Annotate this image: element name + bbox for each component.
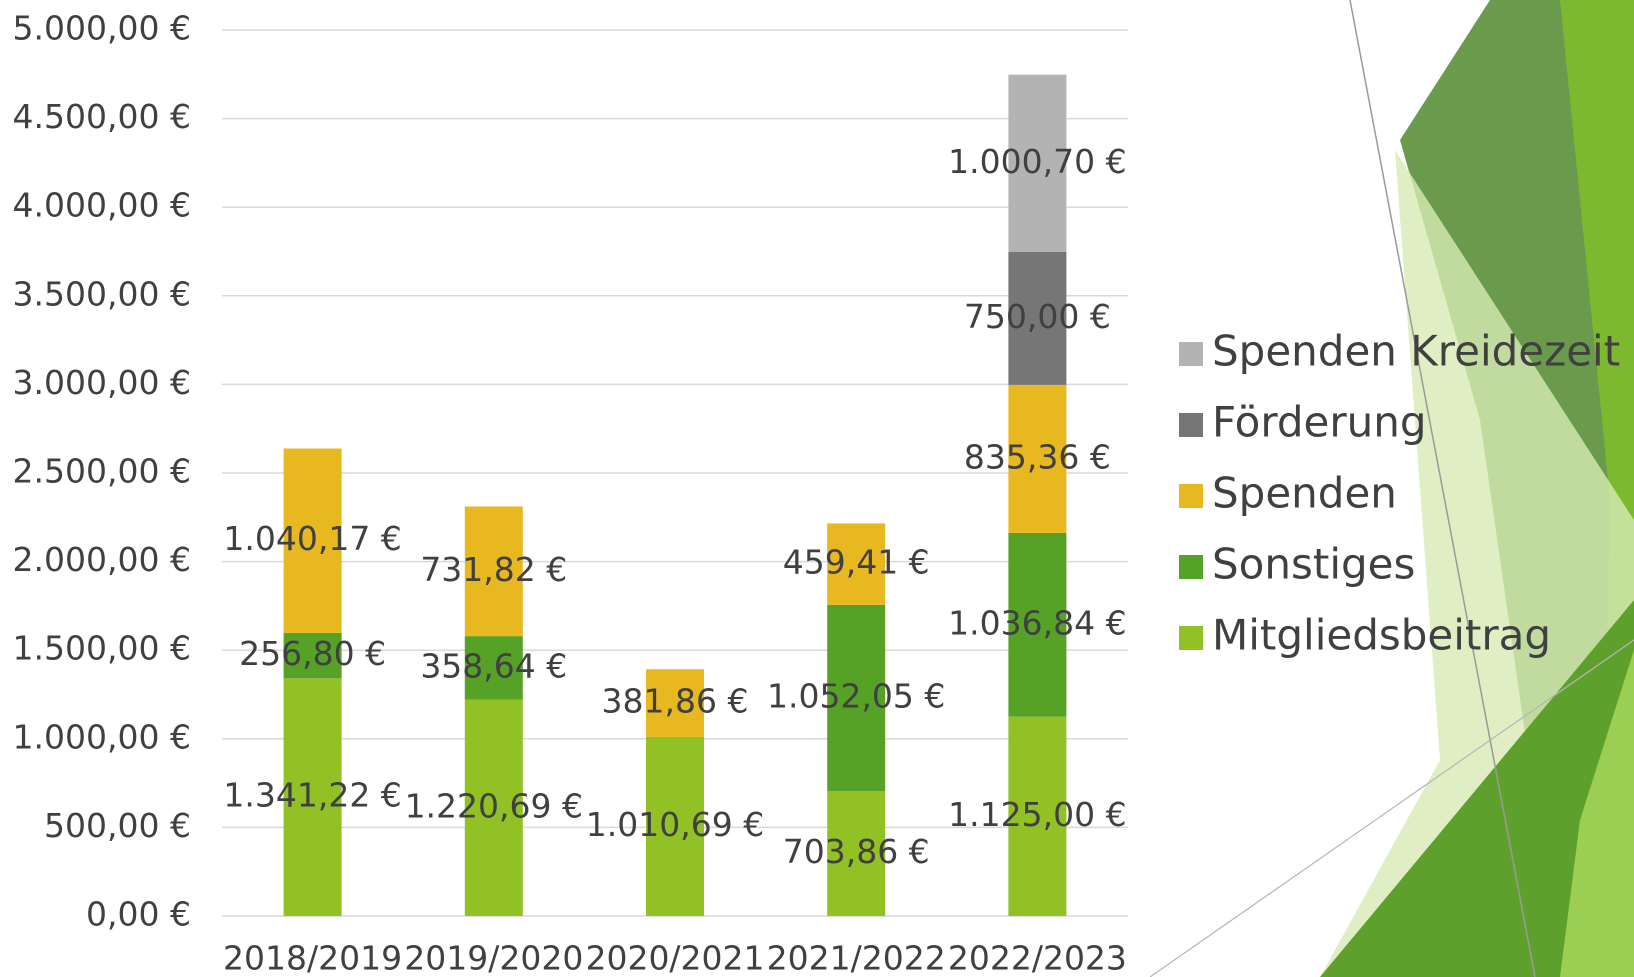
data-label: 459,41 €: [783, 543, 930, 582]
x-tick-label: 2018/2019: [223, 939, 402, 977]
y-tick-label: 0,00 €: [86, 895, 191, 934]
data-label: 358,64 €: [420, 646, 567, 685]
data-label: 703,86 €: [783, 832, 930, 871]
y-tick-label: 1.500,00 €: [13, 629, 191, 668]
data-label: 750,00 €: [964, 297, 1111, 336]
legend-swatch: [1179, 626, 1203, 650]
data-label: 1.341,22 €: [223, 776, 401, 815]
y-tick-label: 4.500,00 €: [13, 97, 191, 136]
legend-label: Spenden: [1212, 469, 1397, 518]
legend-swatch: [1179, 342, 1203, 366]
x-tick-label: 2022/2023: [948, 939, 1127, 977]
data-label: 1.220,69 €: [405, 786, 583, 825]
y-tick-label: 1.000,00 €: [13, 717, 191, 756]
legend-label: Spenden Kreidezeit: [1212, 327, 1620, 376]
y-tick-label: 3.500,00 €: [13, 274, 191, 313]
legend-label: Förderung: [1212, 398, 1427, 447]
y-tick-label: 2.000,00 €: [13, 540, 191, 579]
data-label: 1.036,84 €: [948, 603, 1126, 642]
legend-swatch: [1179, 484, 1203, 508]
y-tick-label: 500,00 €: [44, 806, 191, 845]
y-tick-label: 3.000,00 €: [13, 363, 191, 402]
data-label: 1.052,05 €: [767, 677, 945, 716]
legend-swatch: [1179, 413, 1203, 437]
x-tick-label: 2020/2021: [585, 939, 764, 977]
data-label: 1.125,00 €: [948, 795, 1126, 834]
y-tick-label: 2.500,00 €: [13, 452, 191, 491]
legend-label: Sonstiges: [1212, 540, 1415, 589]
data-label: 1.040,17 €: [223, 519, 401, 558]
data-label: 1.000,70 €: [948, 142, 1126, 181]
x-tick-label: 2019/2020: [404, 939, 583, 977]
data-label: 835,36 €: [964, 437, 1111, 476]
data-label: 381,86 €: [602, 682, 749, 721]
data-label: 1.010,69 €: [586, 805, 764, 844]
chart: 0,00 € 500,00 € 1.000,00 € 1.500,00 € 2.000,…: [0, 0, 1634, 977]
data-label: 731,82 €: [420, 550, 567, 589]
x-tick-label: 2021/2022: [767, 939, 946, 977]
data-label: 256,80 €: [239, 634, 386, 673]
y-tick-label: 4.000,00 €: [13, 186, 191, 225]
y-tick-label: 5.000,00 €: [13, 9, 191, 48]
legend-swatch: [1179, 555, 1203, 579]
legend-label: Mitgliedsbeitrag: [1212, 611, 1551, 660]
